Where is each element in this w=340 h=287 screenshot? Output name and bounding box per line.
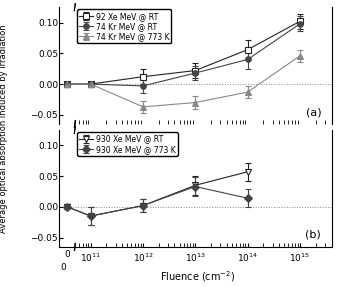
- Text: 0: 0: [60, 263, 66, 272]
- Text: Fluence (cm$^{-2}$): Fluence (cm$^{-2}$): [159, 269, 235, 284]
- Text: Average optical absorption induced by irradiation: Average optical absorption induced by ir…: [0, 25, 8, 233]
- Text: (a): (a): [306, 107, 321, 117]
- Legend: 92 Xe MeV @ RT, 74 Kr MeV @ RT, 74 Kr MeV @ 773 K: 92 Xe MeV @ RT, 74 Kr MeV @ RT, 74 Kr Me…: [77, 9, 171, 43]
- Text: (b): (b): [305, 230, 321, 240]
- X-axis label: 0: 0: [64, 250, 70, 259]
- Legend: 930 Xe MeV @ RT, 930 Xe MeV @ 773 K: 930 Xe MeV @ RT, 930 Xe MeV @ 773 K: [77, 132, 177, 156]
